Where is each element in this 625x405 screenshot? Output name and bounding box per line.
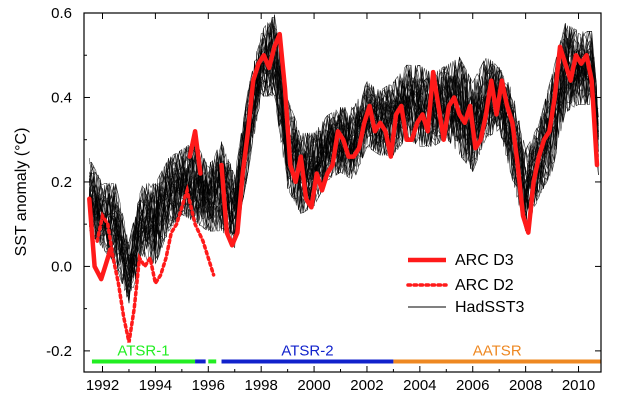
x-tick-label: 2000 (297, 377, 330, 394)
sensor-period-label: ATSR-2 (281, 342, 333, 359)
plot-content: ATSR-1 ATSR-2 AATSR (87, 14, 601, 364)
x-tick-label: 1994 (139, 377, 172, 394)
arc-d3-line (187, 129, 203, 176)
sensor-period-label: ATSR-1 (117, 342, 169, 359)
y-tick-label: 0.6 (51, 5, 72, 22)
x-tick-label: 2004 (403, 377, 436, 394)
axes: 1992 1994 1996 1998 2000 2002 2004 2006 2008 2010… (46, 5, 601, 394)
x-tick-label: 2010 (562, 377, 595, 394)
legend-label: HadSST3 (455, 299, 524, 316)
hadsst3-member-line (89, 17, 599, 243)
y-axis-label: SST anomaly (°C) (13, 128, 30, 257)
plot-frame (83, 12, 602, 373)
arc-d2-line (95, 183, 216, 343)
x-tick-label: 1992 (86, 377, 119, 394)
x-tick-label: 2008 (509, 377, 542, 394)
sensor-period-label: AATSR (473, 342, 522, 359)
x-tick-label: 2002 (350, 377, 383, 394)
x-tick-label: 1996 (192, 377, 225, 394)
plot-area: ATSR-1 ATSR-2 AATSR (87, 14, 601, 364)
arc-d3-line (87, 196, 113, 282)
arc-d3-line (219, 31, 600, 248)
y-tick-label: -0.2 (46, 343, 72, 360)
x-tick-label: 2006 (456, 377, 489, 394)
legend-label: ARC D2 (455, 277, 514, 294)
x-tick-label: 1998 (244, 377, 277, 394)
y-tick-label: 0.0 (51, 258, 72, 275)
legend: ARC D3 ARC D2 HadSST3 (406, 252, 524, 316)
y-tick-label: 0.2 (51, 174, 72, 191)
legend-label: ARC D3 (455, 252, 514, 269)
y-tick-label: 0.4 (51, 89, 72, 106)
